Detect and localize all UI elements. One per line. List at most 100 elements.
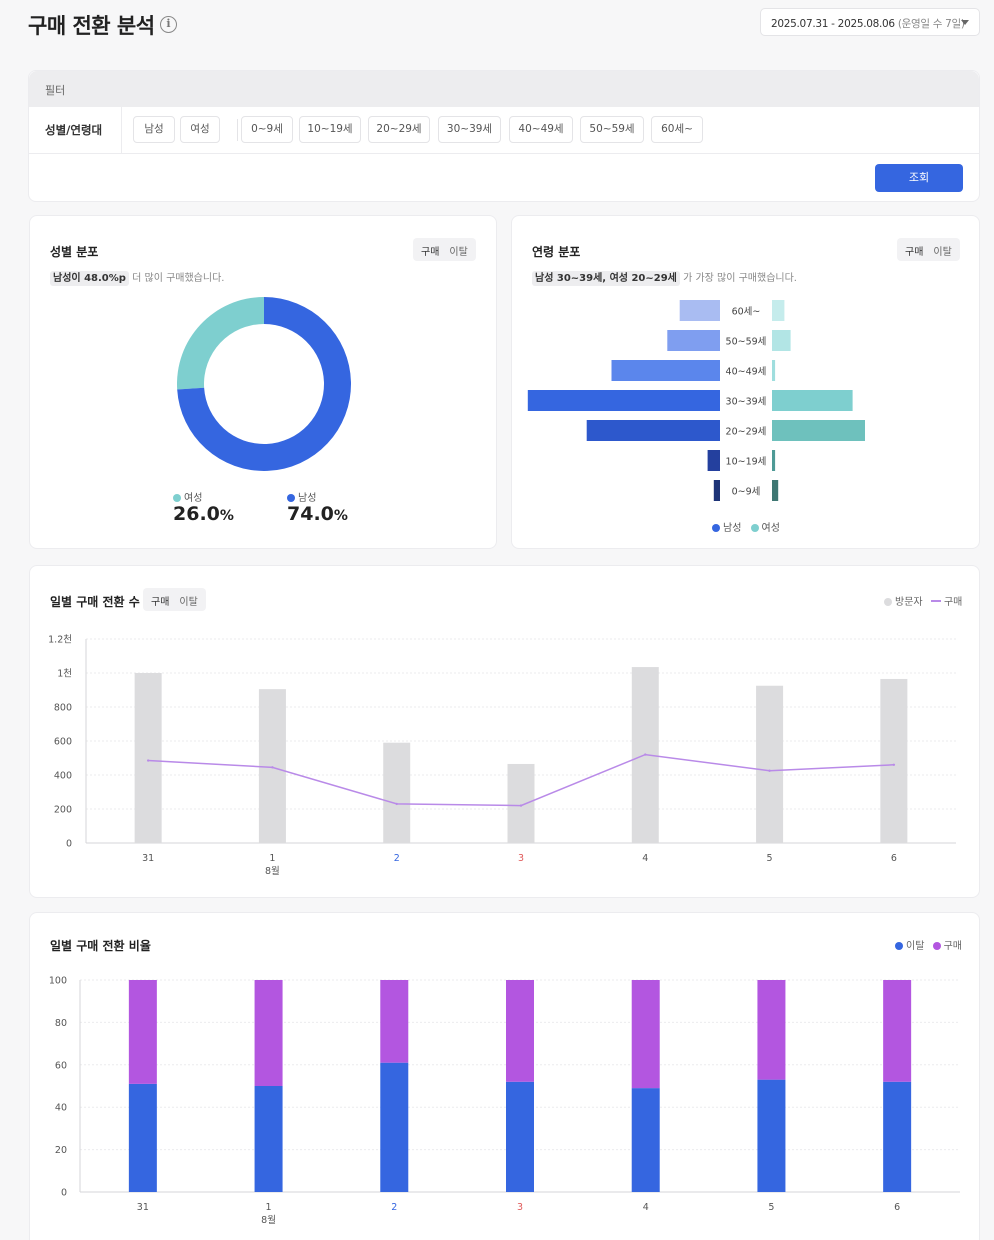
visitor-bar xyxy=(756,685,784,843)
summary-text: 남성 30~39세, 여성 20~29세 가 가장 많이 구매했습니다. xyxy=(532,269,797,286)
male-bar xyxy=(679,300,720,321)
x-tick-label: 2 xyxy=(394,853,400,864)
chip-age-20-29[interactable]: 20~29세 xyxy=(368,116,430,143)
x-tick-label: 5 xyxy=(768,1202,774,1213)
female-bar xyxy=(772,420,865,441)
percent-sign: % xyxy=(333,508,348,524)
purchase-churn-toggle[interactable]: 구매 이탈 xyxy=(413,238,476,261)
chip-age-60-plus[interactable]: 60세~ xyxy=(651,116,703,143)
date-range-text: 2025.07.31 - 2025.08.06 xyxy=(771,18,895,30)
legend-male-label: 남성 xyxy=(723,523,742,534)
card-title: 일별 구매 전환 비율 xyxy=(50,939,151,953)
y-tick-label: 60 xyxy=(55,1060,67,1071)
divider xyxy=(29,153,979,154)
info-icon[interactable]: i xyxy=(160,16,177,33)
chip-age-40-49[interactable]: 40~49세 xyxy=(509,116,573,143)
male-bar xyxy=(586,420,720,441)
operation-days-text: (운영일 수 7일) xyxy=(897,18,965,30)
y-tick-label: 0 xyxy=(61,1188,67,1199)
age-distribution-card: 연령 분포 구매 이탈 남성 30~39세, 여성 20~29세 가 가장 많이… xyxy=(511,215,980,549)
summary-rest: 가 가장 많이 구매했습니다. xyxy=(683,273,797,284)
churn-dot-icon xyxy=(895,942,903,950)
purchase-point xyxy=(519,804,523,807)
legend-female-label: 여성 xyxy=(761,523,780,534)
purchase-point xyxy=(892,763,896,766)
donut-slice-male xyxy=(177,297,351,471)
percent-sign: % xyxy=(219,508,234,524)
card-title: 연령 분포 xyxy=(532,245,581,259)
female-bar xyxy=(772,330,791,351)
purchase-bar xyxy=(631,980,660,1089)
female-dot-icon xyxy=(173,494,181,502)
x-tick-label: 4 xyxy=(643,1202,649,1213)
chip-male[interactable]: 남성 xyxy=(133,116,175,143)
age-label: 20~29세 xyxy=(726,427,767,438)
female-bar xyxy=(772,300,785,321)
card-title: 일별 구매 전환 수 xyxy=(50,595,140,609)
male-bar xyxy=(713,480,720,501)
male-percentage: 74.0% xyxy=(287,503,348,525)
purchase-churn-toggle[interactable]: 구매 이탈 xyxy=(143,588,206,611)
x-tick-label: 6 xyxy=(894,1202,900,1213)
female-bar xyxy=(772,450,776,471)
date-range-select[interactable]: 2025.07.31 - 2025.08.06 (운영일 수 7일) xyxy=(760,8,980,36)
purchase-bar xyxy=(254,980,283,1086)
summary-rest: 더 많이 구매했습니다. xyxy=(132,273,225,284)
age-label: 30~39세 xyxy=(726,397,767,408)
churn-bar xyxy=(254,1086,283,1192)
toggle-churn[interactable]: 이탈 xyxy=(449,247,468,258)
y-tick-label: 400 xyxy=(54,771,72,782)
purchase-point xyxy=(395,802,398,806)
purchase-bar xyxy=(883,980,912,1082)
chip-age-10-19[interactable]: 10~19세 xyxy=(299,116,361,143)
y-tick-label: 1천 xyxy=(57,669,72,680)
visitor-bar xyxy=(258,689,286,843)
toggle-purchase[interactable]: 구매 xyxy=(151,597,170,608)
churn-bar xyxy=(380,1062,409,1192)
x-tick-label: 31 xyxy=(137,1202,149,1213)
card-title: 성별 분포 xyxy=(50,245,99,259)
age-legend: 남성 여성 xyxy=(712,516,780,535)
y-tick-label: 200 xyxy=(54,805,72,816)
y-tick-label: 100 xyxy=(49,976,67,987)
legend-male-label: 남성 xyxy=(298,493,317,504)
male-bar xyxy=(527,390,720,411)
chip-age-30-39[interactable]: 30~39세 xyxy=(438,116,501,143)
purchase-point xyxy=(644,753,647,756)
purchase-point xyxy=(146,759,150,762)
purchase-churn-toggle[interactable]: 구매 이탈 xyxy=(897,238,960,261)
chart-legend: 방문자 구매 xyxy=(884,593,962,608)
toggle-churn[interactable]: 이탈 xyxy=(179,597,198,608)
divider xyxy=(237,119,238,141)
chip-age-0-9[interactable]: 0~9세 xyxy=(241,116,293,143)
page-title: 구매 전환 분석 xyxy=(28,14,155,38)
chip-female[interactable]: 여성 xyxy=(180,116,220,143)
x-tick-label: 31 xyxy=(142,853,154,864)
legend-churn-label: 이탈 xyxy=(906,941,925,952)
legend-purchase-label: 구매 xyxy=(943,941,962,952)
toggle-churn[interactable]: 이탈 xyxy=(933,247,952,258)
chart-legend: 이탈 구매 xyxy=(895,937,962,952)
toggle-purchase[interactable]: 구매 xyxy=(421,247,440,258)
gender-distribution-card: 성별 분포 구매 이탈 남성이 48.0%p 더 많이 구매했습니다. 여성 2… xyxy=(29,215,497,549)
purchase-bar xyxy=(757,980,786,1080)
query-button[interactable]: 조회 xyxy=(875,164,963,192)
summary-text: 남성이 48.0%p 더 많이 구매했습니다. xyxy=(50,269,225,286)
legend-visitor-label: 방문자 xyxy=(895,597,923,608)
chevron-down-icon xyxy=(961,20,969,25)
y-tick-label: 20 xyxy=(55,1145,67,1156)
y-tick-label: 80 xyxy=(55,1018,67,1029)
female-bar xyxy=(772,480,779,501)
male-dot-icon xyxy=(712,524,720,532)
x-tick-label: 3 xyxy=(518,853,524,864)
purchase-point xyxy=(271,766,274,769)
x-tick-label: 2 xyxy=(391,1202,397,1213)
visitor-bar xyxy=(383,742,411,843)
toggle-purchase[interactable]: 구매 xyxy=(905,247,924,258)
male-value: 74.0 xyxy=(287,503,334,525)
daily-conversion-count-card: 일별 구매 전환 수 구매 이탈 방문자 구매 0 200 400 600 800 1천 1… xyxy=(29,565,980,898)
legend-male: 남성 xyxy=(287,486,316,505)
visitor-bar xyxy=(880,678,908,843)
chip-age-50-59[interactable]: 50~59세 xyxy=(580,116,644,143)
visitor-dot-icon xyxy=(884,598,892,606)
